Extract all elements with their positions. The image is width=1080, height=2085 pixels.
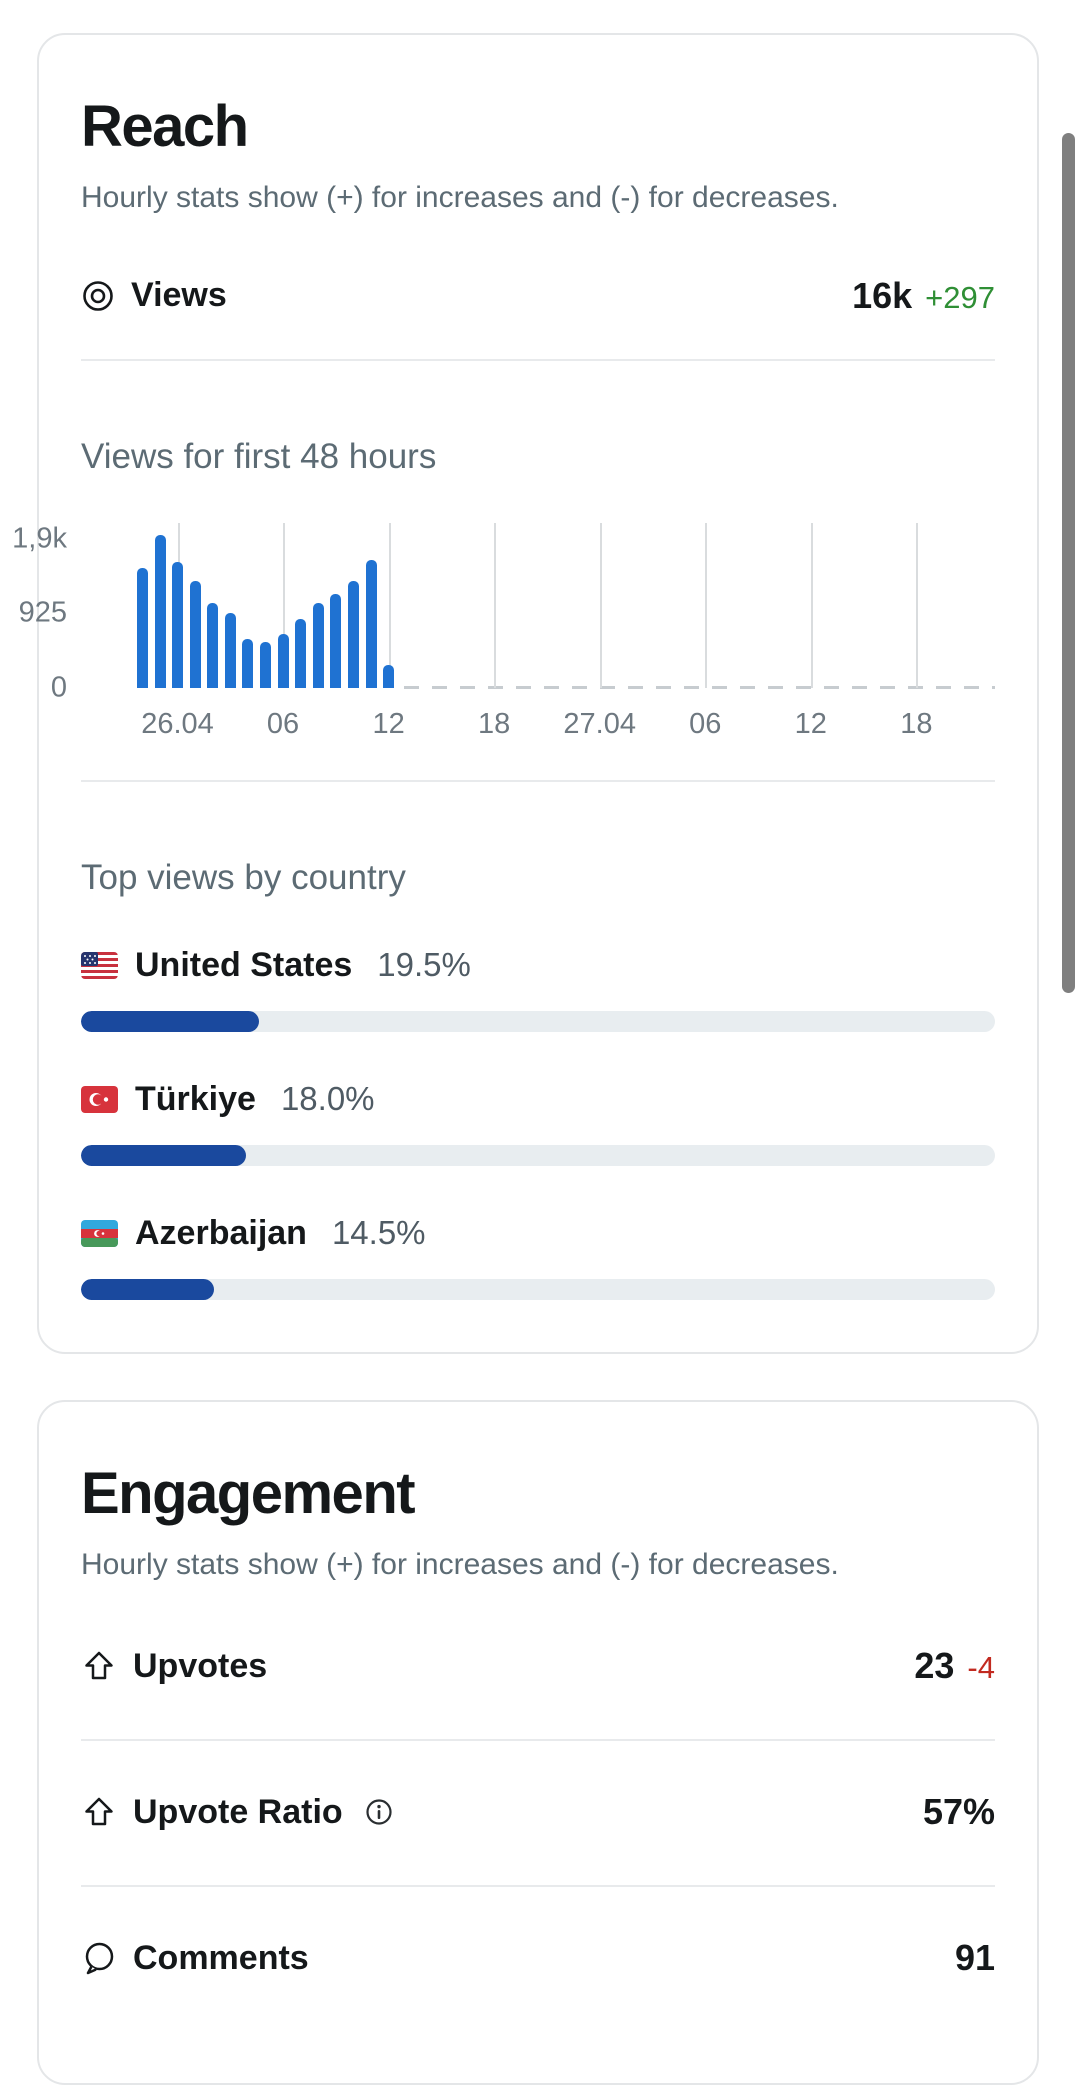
chart-y-tick: 925 (19, 597, 67, 630)
chart-gridline (705, 523, 707, 688)
reach-card: Reach Hourly stats show (+) for increase… (37, 33, 1039, 1354)
comment-icon (81, 1940, 117, 1976)
chart-future-dashed-line (404, 686, 995, 689)
chart-bar (278, 634, 289, 687)
reach-title: Reach (81, 93, 995, 160)
country-name: Türkiye (135, 1080, 256, 1119)
comments-row: Comments 91 (81, 1887, 995, 2031)
country-bar-fill (81, 1145, 246, 1166)
chart-x-tick: 26.04 (141, 708, 214, 741)
chart-title: Views for first 48 hours (81, 437, 995, 477)
divider (81, 359, 995, 361)
upvotes-value: 23 (914, 1645, 954, 1687)
upvote-icon (81, 1794, 117, 1830)
us-flag-icon (81, 952, 118, 979)
upvotes-delta: -4 (967, 1650, 995, 1686)
upvote-icon (81, 1648, 117, 1684)
chart-bar (366, 560, 377, 687)
chart-bar (313, 603, 324, 688)
scrollbar-thumb[interactable] (1062, 133, 1075, 993)
engagement-subtitle: Hourly stats show (+) for increases and … (81, 1545, 995, 1586)
views-label: Views (131, 276, 227, 315)
views-delta: +297 (925, 280, 995, 316)
country-name: United States (135, 946, 352, 985)
chart-x-tick: 18 (478, 708, 510, 741)
views-value: 16k (852, 275, 912, 317)
views-row: Views 16k +297 (81, 245, 995, 359)
chart-bar (260, 642, 271, 687)
chart-y-tick: 1,9k (12, 523, 67, 556)
tr-flag-icon (81, 1086, 118, 1113)
chart-x-tick: 06 (689, 708, 721, 741)
chart-bar (242, 639, 253, 687)
country-percent: 14.5% (332, 1214, 426, 1252)
chart-bar (172, 562, 183, 688)
countries-title: Top views by country (81, 858, 995, 898)
chart-bar (155, 535, 166, 688)
views-chart: 1,9k 925 0 26.04 06 12 18 27.04 06 12 18 (81, 523, 995, 754)
chart-gridline (600, 523, 602, 688)
upvotes-label: Upvotes (133, 1647, 267, 1686)
chart-gridline (494, 523, 496, 688)
info-icon[interactable] (365, 1798, 393, 1826)
country-row-azerbaijan: Azerbaijan 14.5% (81, 1214, 995, 1300)
az-flag-icon (81, 1220, 118, 1247)
views-icon (81, 279, 115, 313)
country-percent: 18.0% (281, 1080, 375, 1118)
chart-bar (330, 594, 341, 687)
divider (81, 780, 995, 782)
chart-gridline (389, 523, 391, 688)
country-bar-fill (81, 1279, 214, 1300)
country-bar-track (81, 1145, 995, 1166)
chart-x-tick: 27.04 (563, 708, 636, 741)
upvote-ratio-value: 57% (923, 1791, 995, 1833)
chart-x-tick: 12 (795, 708, 827, 741)
chart-bar (225, 613, 236, 687)
country-row-united-states: United States 19.5% (81, 946, 995, 1032)
engagement-title: Engagement (81, 1460, 995, 1527)
comments-label: Comments (133, 1939, 309, 1978)
upvote-ratio-label: Upvote Ratio (133, 1793, 343, 1832)
chart-bar (348, 581, 359, 687)
chart-bar (383, 665, 394, 687)
views-chart-xaxis: 26.04 06 12 18 27.04 06 12 18 (139, 702, 995, 754)
country-bar-track (81, 1011, 995, 1032)
upvote-ratio-row: Upvote Ratio 57% (81, 1741, 995, 1885)
views-chart-plot: 1,9k 925 0 (139, 523, 995, 688)
chart-x-tick: 06 (267, 708, 299, 741)
upvotes-row: Upvotes 23 -4 (81, 1611, 995, 1739)
chart-bar (207, 603, 218, 688)
chart-bar (190, 581, 201, 687)
country-bar-track (81, 1279, 995, 1300)
comments-value: 91 (955, 1937, 995, 1979)
reach-subtitle: Hourly stats show (+) for increases and … (81, 178, 995, 219)
chart-y-tick: 0 (51, 671, 67, 704)
country-row-turkiye: Türkiye 18.0% (81, 1080, 995, 1166)
engagement-card: Engagement Hourly stats show (+) for inc… (37, 1400, 1039, 2085)
country-name: Azerbaijan (135, 1214, 307, 1253)
chart-x-tick: 18 (900, 708, 932, 741)
chart-gridline (811, 523, 813, 688)
chart-bar (137, 568, 148, 687)
chart-gridline (916, 523, 918, 688)
country-bar-fill (81, 1011, 259, 1032)
country-percent: 19.5% (377, 946, 471, 984)
chart-x-tick: 12 (372, 708, 404, 741)
chart-bar (295, 619, 306, 687)
